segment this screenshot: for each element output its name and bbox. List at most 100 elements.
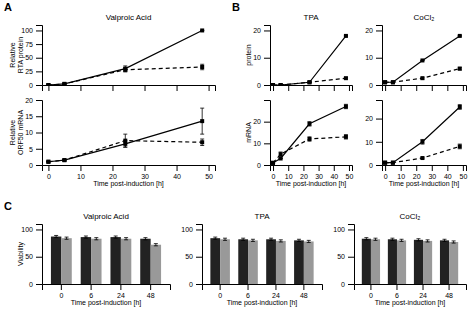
tick-label: 0 bbox=[341, 281, 345, 288]
tick-mark bbox=[36, 85, 42, 86]
line bbox=[385, 36, 460, 82]
line bbox=[273, 137, 346, 163]
tick: 24 bbox=[272, 284, 280, 299]
tick: 75 bbox=[25, 41, 42, 48]
tick-label: 0 bbox=[369, 82, 373, 89]
y-axis: 01020 bbox=[365, 26, 382, 89]
tick-label: 75 bbox=[25, 41, 33, 48]
figure: 0255075100Valproic AcidRelativeRTA prote… bbox=[0, 0, 474, 317]
tick: 20 bbox=[109, 165, 117, 180]
axis-line bbox=[383, 86, 467, 92]
error-bar bbox=[307, 240, 311, 242]
tick-mark bbox=[61, 284, 62, 290]
tick-label: 0 bbox=[272, 173, 276, 180]
error-bar bbox=[443, 239, 447, 241]
tick-label: 6 bbox=[246, 292, 250, 299]
tick-label: 25 bbox=[25, 68, 33, 75]
tick-label: 50 bbox=[25, 253, 33, 260]
marker bbox=[271, 161, 275, 165]
bar bbox=[220, 239, 230, 284]
tick: 20 bbox=[413, 165, 421, 180]
line bbox=[48, 121, 202, 162]
tick-mark bbox=[303, 284, 304, 290]
tick bbox=[447, 85, 448, 91]
error-bar bbox=[420, 139, 424, 144]
tick: 20 bbox=[365, 27, 382, 34]
x-axis: 01020304050 bbox=[43, 165, 216, 180]
marker bbox=[458, 67, 462, 71]
error-bar bbox=[200, 108, 204, 134]
tick-label: 20 bbox=[413, 173, 421, 180]
tick-mark bbox=[264, 165, 270, 166]
tick bbox=[177, 85, 178, 91]
y-axis: 0255075100 bbox=[21, 26, 42, 89]
tick bbox=[288, 85, 289, 91]
title: TPA bbox=[304, 13, 320, 22]
tick: 40 bbox=[173, 165, 181, 180]
tick-label: 48 bbox=[147, 292, 155, 299]
tick-label: 20 bbox=[365, 115, 373, 122]
error-bar bbox=[373, 238, 377, 240]
tick: 50 bbox=[205, 165, 213, 180]
tick-mark bbox=[376, 142, 382, 143]
tick: 6 bbox=[89, 284, 93, 299]
y-axis: 050100 bbox=[333, 225, 354, 288]
tick-label: 0 bbox=[59, 292, 63, 299]
tick-mark bbox=[145, 85, 146, 91]
tick: 0 bbox=[341, 281, 354, 288]
tick-label: 0 bbox=[369, 162, 373, 169]
marker bbox=[271, 161, 275, 165]
tick-mark bbox=[36, 71, 42, 72]
tick-label: 30 bbox=[428, 173, 436, 180]
axis-line bbox=[36, 26, 43, 86]
tick-label: 0 bbox=[29, 281, 33, 288]
tick-mark bbox=[349, 85, 350, 91]
tick: 0 bbox=[257, 162, 270, 169]
tick-mark bbox=[196, 229, 202, 230]
tick-mark bbox=[196, 284, 202, 285]
marker bbox=[46, 160, 50, 164]
error-bar bbox=[426, 240, 430, 242]
tick-mark bbox=[385, 165, 386, 171]
tick: 48 bbox=[147, 284, 155, 299]
x-axis bbox=[43, 85, 216, 91]
tick: 24 bbox=[419, 284, 427, 299]
tick: 15 bbox=[25, 113, 42, 120]
error-bar bbox=[124, 238, 128, 240]
marker bbox=[391, 80, 395, 84]
marker bbox=[123, 68, 127, 72]
tick-mark bbox=[36, 284, 42, 285]
tick: 0 bbox=[369, 284, 373, 299]
y-axis-title-line: ORF50 mRNA bbox=[17, 110, 24, 155]
tick-label: 20 bbox=[365, 27, 373, 34]
panel: 0102001020304050Time post-induction [h] bbox=[365, 101, 467, 189]
tick-label: 50 bbox=[205, 173, 213, 180]
axis-line bbox=[376, 26, 383, 86]
tick-mark bbox=[264, 143, 270, 144]
tick-mark bbox=[248, 284, 249, 290]
x-axis: 01020304050 bbox=[383, 165, 468, 180]
bar bbox=[449, 242, 458, 284]
bar bbox=[388, 239, 397, 284]
marker bbox=[271, 83, 275, 85]
error-bar bbox=[213, 237, 217, 239]
tick: 6 bbox=[246, 284, 250, 299]
tick-mark bbox=[220, 284, 221, 290]
error-bar bbox=[297, 239, 301, 241]
error-bar bbox=[241, 238, 245, 240]
tick: 20 bbox=[365, 115, 382, 122]
error-bar bbox=[279, 152, 283, 156]
error-bar bbox=[307, 137, 311, 141]
error-bar bbox=[65, 237, 69, 239]
line bbox=[385, 107, 460, 163]
tick-label: 100 bbox=[21, 27, 33, 34]
tick-mark bbox=[36, 133, 42, 134]
marker bbox=[279, 152, 283, 156]
bar bbox=[304, 241, 314, 284]
tick: 0 bbox=[29, 281, 42, 288]
tick-label: 24 bbox=[272, 292, 280, 299]
tick-mark bbox=[36, 116, 42, 117]
tick-label: 0 bbox=[47, 173, 51, 180]
tick-mark bbox=[48, 165, 49, 171]
tick: 10 bbox=[77, 165, 85, 180]
